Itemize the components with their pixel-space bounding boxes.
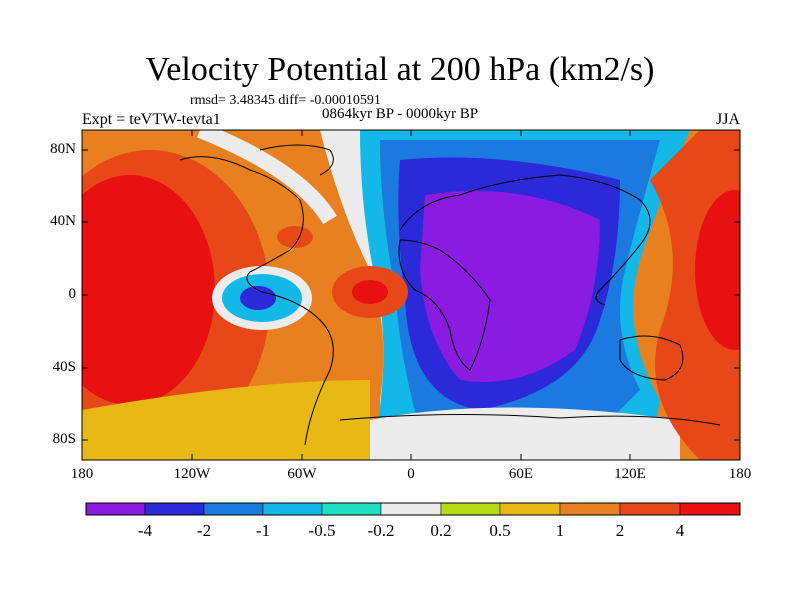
lat-ticks bbox=[82, 149, 740, 441]
colorbar-label-6: 0.2 bbox=[430, 521, 452, 540]
colorbar-segment-8 bbox=[499, 502, 561, 516]
lat-label-40s: 40S bbox=[52, 359, 76, 375]
colorbar-label-8: 1 bbox=[555, 521, 565, 540]
colorbar bbox=[85, 502, 741, 516]
coast-antarctica bbox=[339, 413, 721, 426]
lat-label-40n: 40N bbox=[50, 213, 76, 229]
colorbar-segment-3 bbox=[203, 502, 264, 516]
coast-eurasia bbox=[399, 174, 651, 306]
colorbar-label-9: 2 bbox=[615, 521, 625, 540]
colorbar-label-5: -0.2 bbox=[367, 521, 395, 540]
colorbar-segment-4 bbox=[262, 502, 323, 516]
colorbar-label-3: -1 bbox=[255, 521, 271, 540]
colorbar-label-1: -4 bbox=[137, 521, 153, 540]
colorbar-label-4: -0.5 bbox=[308, 521, 336, 540]
field-north-arc bbox=[197, 130, 337, 225]
coast-americas bbox=[179, 156, 334, 446]
lon-label-180w: 180 bbox=[70, 466, 94, 482]
colorbar-label-7: 0.5 bbox=[489, 521, 511, 540]
colorbar-segment-2 bbox=[144, 502, 205, 516]
colorbar-segment-10 bbox=[619, 502, 681, 516]
lon-ticks bbox=[81, 130, 631, 460]
field-central-american-core bbox=[240, 286, 276, 310]
colorbar-segment-9 bbox=[559, 502, 621, 516]
lon-label-120e: 120E bbox=[614, 466, 646, 482]
coast-africa bbox=[398, 239, 491, 371]
rmsd-diff-stats: rmsd= 3.48345 diff= -0.00010591 bbox=[190, 93, 381, 108]
lat-label-80s: 80S bbox=[52, 431, 76, 447]
colorbar-segment-5 bbox=[321, 502, 382, 516]
field-atlantic-core bbox=[352, 280, 388, 304]
lon-label-0: 0 bbox=[407, 466, 415, 482]
coastlines bbox=[179, 144, 721, 446]
coast-australia bbox=[619, 335, 684, 381]
field-south-band bbox=[82, 380, 370, 460]
field-north-atlantic-high bbox=[277, 226, 313, 248]
lon-label-180e: 180 bbox=[728, 466, 752, 482]
lon-label-60w: 60W bbox=[287, 466, 317, 482]
colorbar-label-10: 4 bbox=[675, 521, 685, 540]
colorbar-segment-11 bbox=[679, 502, 741, 516]
field-pacific-core bbox=[82, 175, 215, 405]
field-negative-core bbox=[420, 190, 600, 382]
lon-label-60e: 60E bbox=[508, 466, 534, 482]
lon-label-120w: 120W bbox=[173, 466, 211, 482]
colorbar-segment-6 bbox=[380, 502, 442, 516]
colorbar-label-2: -2 bbox=[196, 521, 212, 540]
lat-label-0: 0 bbox=[68, 286, 77, 302]
coast-greenland bbox=[259, 144, 334, 176]
experiment-label: Expt = teVTW-tevta1 bbox=[82, 111, 221, 128]
colorbar-segment-7 bbox=[440, 502, 501, 516]
map-title: Velocity Potential at 200 hPa (km2/s) bbox=[145, 51, 655, 88]
colorbar-frame bbox=[85, 502, 741, 516]
lat-label-80n: 80N bbox=[50, 141, 76, 157]
period-label: 0864kyr BP - 0000kyr BP bbox=[322, 106, 479, 122]
velocity-potential-field bbox=[82, 130, 740, 460]
field-south-cap bbox=[370, 407, 680, 460]
colorbar-segment-1 bbox=[85, 502, 146, 516]
season-label: JJA bbox=[715, 111, 740, 128]
field-west-pacific-core bbox=[695, 190, 740, 350]
